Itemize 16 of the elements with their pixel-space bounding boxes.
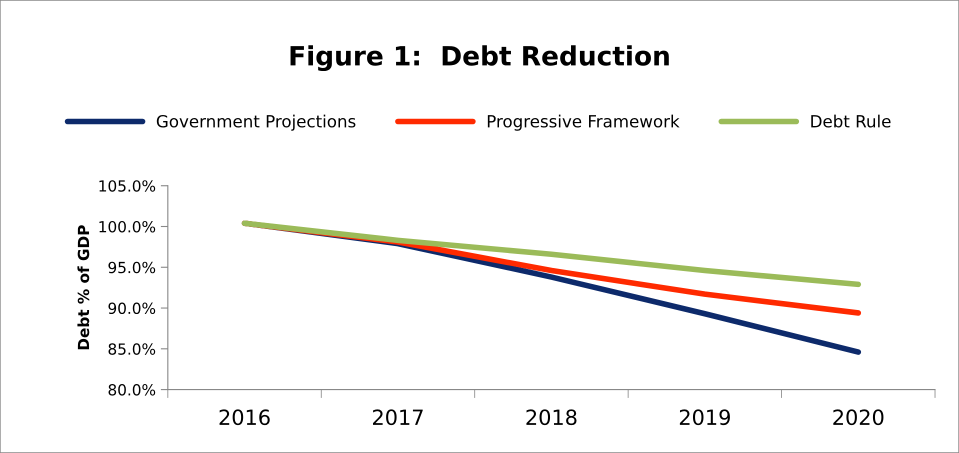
y-tick-label: 100.0% <box>99 220 156 233</box>
chart-title: Figure 1: Debt Reduction <box>290 45 669 72</box>
y-axis-title: Debt % of GDP <box>77 225 90 350</box>
y-tick-label: 80.0% <box>108 384 156 396</box>
legend-label: Debt Rule <box>811 114 891 128</box>
legend-label: Progressive Framework <box>488 114 680 131</box>
x-tick-label: 2018 <box>526 409 577 426</box>
y-tick-label: 85.0% <box>108 343 156 355</box>
legend-label: Government Projections <box>156 114 356 131</box>
x-tick-label: 2019 <box>680 409 730 426</box>
y-tick-label: 105.0% <box>99 180 156 192</box>
y-tick-label: 95.0% <box>108 262 156 274</box>
y-tick-label: 90.0% <box>108 302 156 314</box>
x-tick-label: 2020 <box>833 409 884 426</box>
x-tick-label: 2016 <box>220 409 270 426</box>
x-tick-label: 2017 <box>373 409 423 426</box>
